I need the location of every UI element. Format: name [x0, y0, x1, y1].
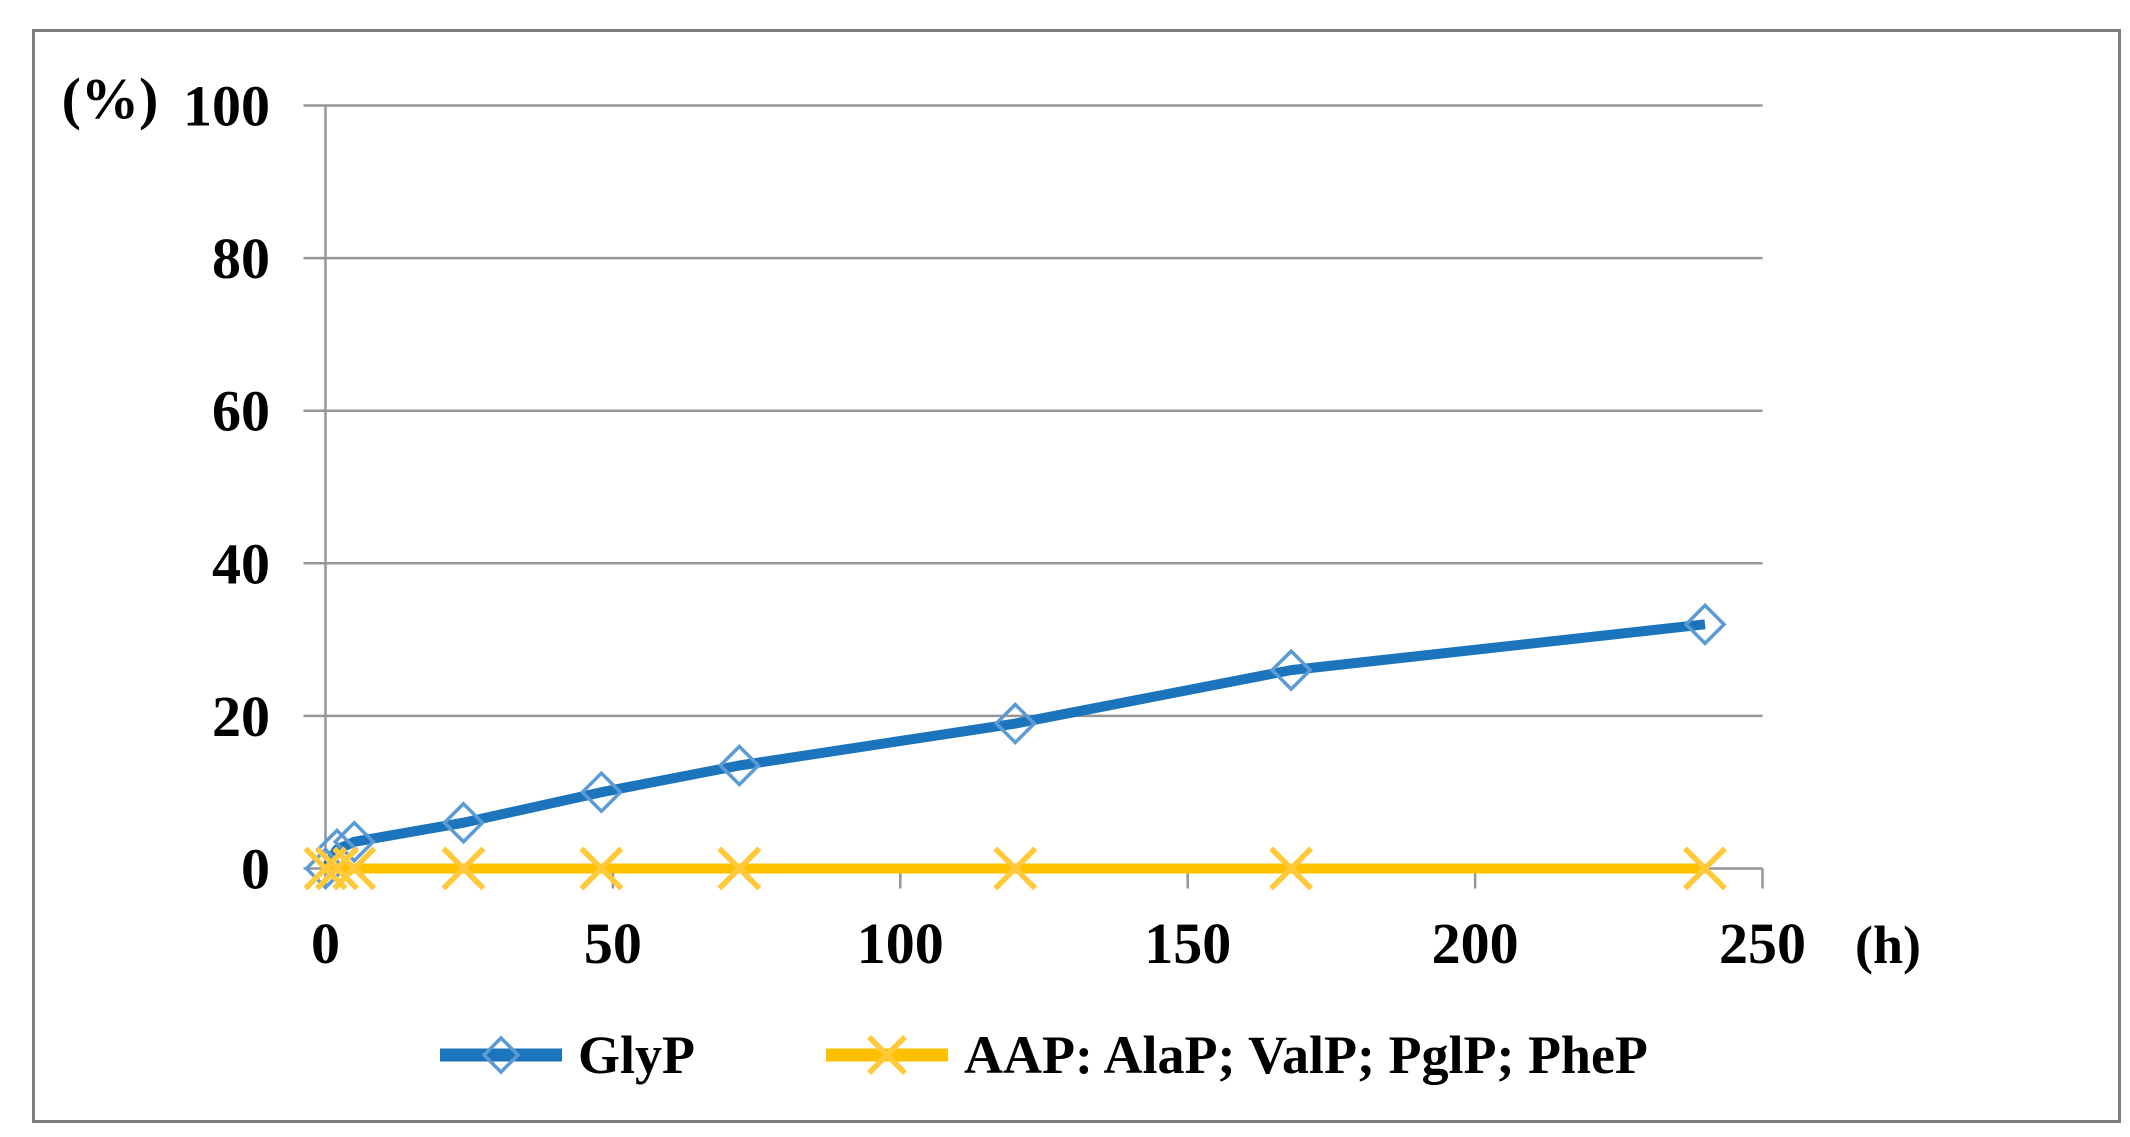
data-point-0-4 [579, 770, 623, 814]
series-aap-alap-valp-pglp-phep [303, 846, 1727, 891]
y-tick-labels: 0 20 40 60 80 100 [183, 74, 270, 902]
data-point-1-5-stroke2 [717, 846, 762, 891]
y-tick-label-80: 80 [212, 226, 270, 291]
legend-item-0: GlyP [440, 1025, 695, 1085]
y-tick-label-100: 100 [183, 74, 270, 139]
data-point-1-1-stroke2 [315, 846, 359, 891]
data-point-0-5 [717, 744, 761, 787]
series-layer [303, 602, 1727, 891]
x-tick-label-50: 50 [584, 911, 642, 976]
data-point-0-3 [441, 801, 485, 845]
y-tick-label-0: 0 [241, 837, 270, 902]
legend-label-1: AAP: AlaP; ValP; PglP; PheP [964, 1025, 1648, 1085]
data-point-1-3-stroke2 [441, 846, 486, 891]
data-point-1-6 [993, 846, 1038, 891]
data-point-1-2-stroke2 [332, 846, 377, 891]
legend-item-1: AAP: AlaP; ValP; PglP; PheP [826, 1025, 1648, 1085]
data-point-1-7-stroke2 [1269, 846, 1314, 891]
data-point-1-5 [717, 846, 762, 891]
y-tick-label-40: 40 [212, 531, 270, 596]
data-point-1-6-stroke2 [993, 846, 1038, 891]
data-point-1-7 [1269, 846, 1314, 891]
data-point-1-8 [1683, 846, 1727, 891]
data-point-0-8 [1683, 602, 1727, 646]
x-tick-labels: 0 50 100 150 200 250 [311, 911, 1806, 976]
data-point-0-6 [993, 702, 1037, 746]
legend-marker-1-stroke2 [867, 1035, 907, 1075]
y-tick-label-60: 60 [212, 379, 270, 444]
x-tick-label-200: 200 [1432, 911, 1519, 976]
data-point-1-4 [579, 846, 624, 891]
data-point-1-1 [315, 846, 359, 891]
legend-marker-1 [867, 1035, 907, 1075]
y-axis-unit-label: (%) [62, 66, 159, 131]
data-point-0-2 [332, 820, 376, 864]
legend-label-0: GlyP [578, 1025, 695, 1085]
data-point-1-8-stroke2 [1683, 846, 1727, 891]
x-tick-label-150: 150 [1144, 911, 1231, 976]
data-point-1-4-stroke2 [579, 846, 624, 891]
x-tick-label-250: 250 [1719, 911, 1806, 976]
x-tick-label-100: 100 [857, 911, 944, 976]
figure-border [32, 29, 2121, 1123]
y-tick-label-20: 20 [212, 684, 270, 749]
legend: GlyP AAP: AlaP; ValP; PglP; PheP [440, 1025, 1648, 1085]
data-point-0-7 [1269, 648, 1313, 692]
x-tick-label-0: 0 [311, 911, 340, 976]
data-point-1-2 [332, 846, 377, 891]
data-point-0-0 [304, 847, 347, 890]
data-point-1-3 [441, 846, 486, 891]
x-axis-unit-label: (h) [1855, 915, 1921, 975]
legend-marker-0 [481, 1035, 521, 1075]
series-glyp [304, 602, 1727, 890]
